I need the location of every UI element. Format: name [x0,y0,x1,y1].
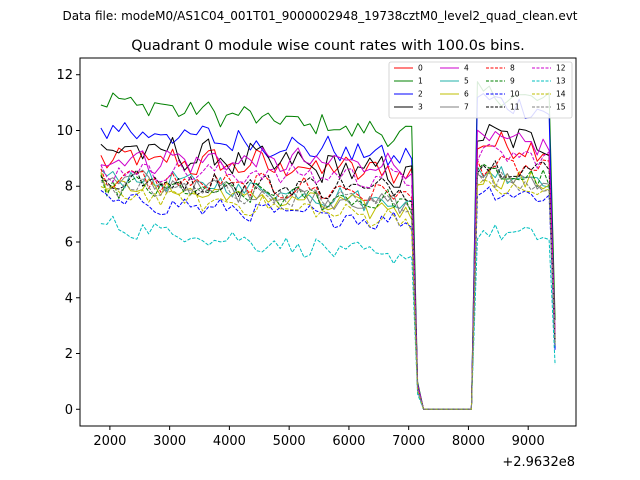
series-line-2 [100,93,556,410]
y-tick-label: 12 [56,68,73,83]
x-tick-label: 2000 [93,434,126,449]
series-line-6 [100,169,556,410]
legend-label-5: 5 [464,77,469,86]
series-line-13 [100,215,556,410]
x-tick-label: 8000 [452,434,485,449]
series-line-7 [100,165,556,410]
legend-label-15: 15 [556,103,566,112]
legend-label-0: 0 [418,64,423,73]
y-axis: 0 2 4 6 8 10 12 [56,68,80,418]
series-line-15 [100,171,556,410]
legend-frame [388,61,573,119]
series-line-5 [100,166,556,410]
legend-label-2: 2 [418,90,423,99]
legend-label-4: 4 [464,64,469,73]
y-tick-label: 0 [65,403,73,418]
legend-label-12: 12 [556,64,566,73]
series-line-8 [100,155,556,410]
x-tick-label: 7000 [392,434,425,449]
x-tick-label: 6000 [332,434,365,449]
legend-label-14: 14 [556,90,566,99]
legend-label-13: 13 [556,77,566,86]
x-tick-label: 5000 [273,434,306,449]
y-tick-label: 10 [56,124,73,139]
legend-label-6: 6 [464,90,469,99]
y-tick-label: 8 [65,180,73,195]
chart-title: Quadrant 0 module wise count rates with … [131,38,525,54]
legend-label-10: 10 [510,90,520,99]
legend-label-7: 7 [464,103,469,112]
series-line-3 [100,124,556,410]
y-tick-label: 4 [65,291,73,306]
y-tick-label: 2 [65,347,73,362]
series-layer [100,81,556,410]
series-line-10 [100,186,556,410]
legend-label-3: 3 [418,103,423,112]
series-line-14 [100,179,556,410]
figure-suptitle: Data file: modeM0/AS1C04_001T01_90000029… [62,9,577,23]
legend-label-8: 8 [510,64,515,73]
series-line-9 [100,163,556,410]
x-tick-label: 3000 [153,434,186,449]
plot-area [79,57,577,427]
x-axis-offset-label: +2.9632e8 [502,455,575,470]
legend-label-1: 1 [418,77,423,86]
legend-label-9: 9 [510,77,515,86]
x-axis: 2000 3000 4000 5000 6000 7000 8000 9000 [93,426,545,449]
legend-label-11: 11 [510,103,520,112]
series-line-12 [100,143,556,410]
series-line-4 [100,129,556,410]
x-tick-label: 4000 [213,434,246,449]
series-line-11 [100,160,556,410]
y-tick-label: 6 [65,236,73,251]
x-tick-label: 9000 [512,434,545,449]
